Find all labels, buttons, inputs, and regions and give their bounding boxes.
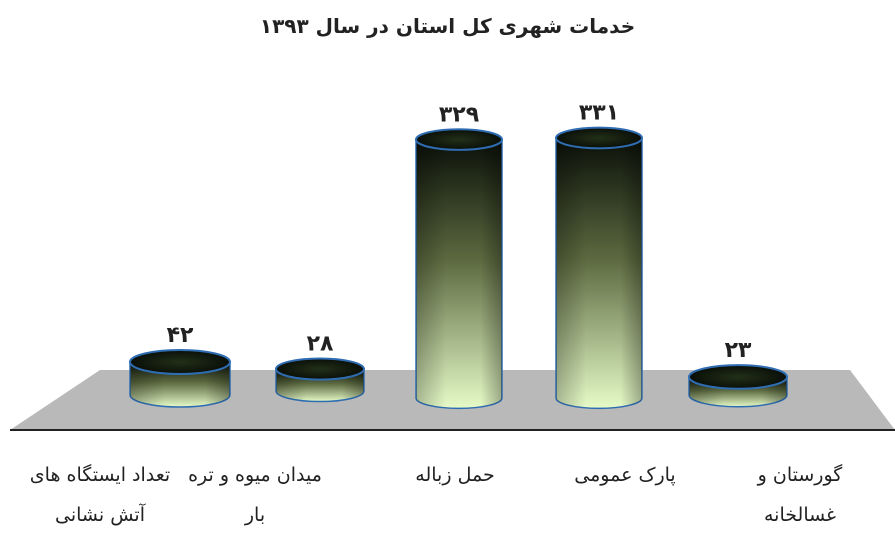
x-tick-label: گورستان و غسالخانه xyxy=(757,464,843,526)
x-tick-label: میدان میوه و تره بار xyxy=(188,464,322,526)
bar-0: ۴۲ xyxy=(129,323,231,408)
bar-2: ۳۲۹ xyxy=(415,102,503,410)
bar-top-cap xyxy=(555,126,643,150)
data-label: ۳۳۱ xyxy=(579,101,619,126)
bar-3: ۳۳۱ xyxy=(555,101,643,410)
chart-title: خدمات شهری کل استان در سال ۱۳۹۳ xyxy=(259,14,636,38)
data-label: ۴۲ xyxy=(167,323,194,348)
x-tick-label: حمل زباله xyxy=(415,464,495,486)
data-label: ۲۳ xyxy=(725,338,752,363)
bar-top-cap xyxy=(415,128,503,151)
bar-top-cap xyxy=(688,364,788,390)
bar-1: ۲۸ xyxy=(275,331,365,403)
bar-shading xyxy=(556,138,642,409)
x-tick-label: تعداد ایستگاه های آتش نشانی xyxy=(29,464,171,526)
data-label: ۳۲۹ xyxy=(439,102,479,127)
bar-shading xyxy=(416,139,502,409)
bar-4: ۲۳ xyxy=(688,338,788,408)
bar-top-cap xyxy=(275,357,365,381)
x-tick-label: پارک عمومی xyxy=(574,464,676,486)
bar-top-cap xyxy=(129,349,231,376)
data-label: ۲۸ xyxy=(307,331,334,356)
